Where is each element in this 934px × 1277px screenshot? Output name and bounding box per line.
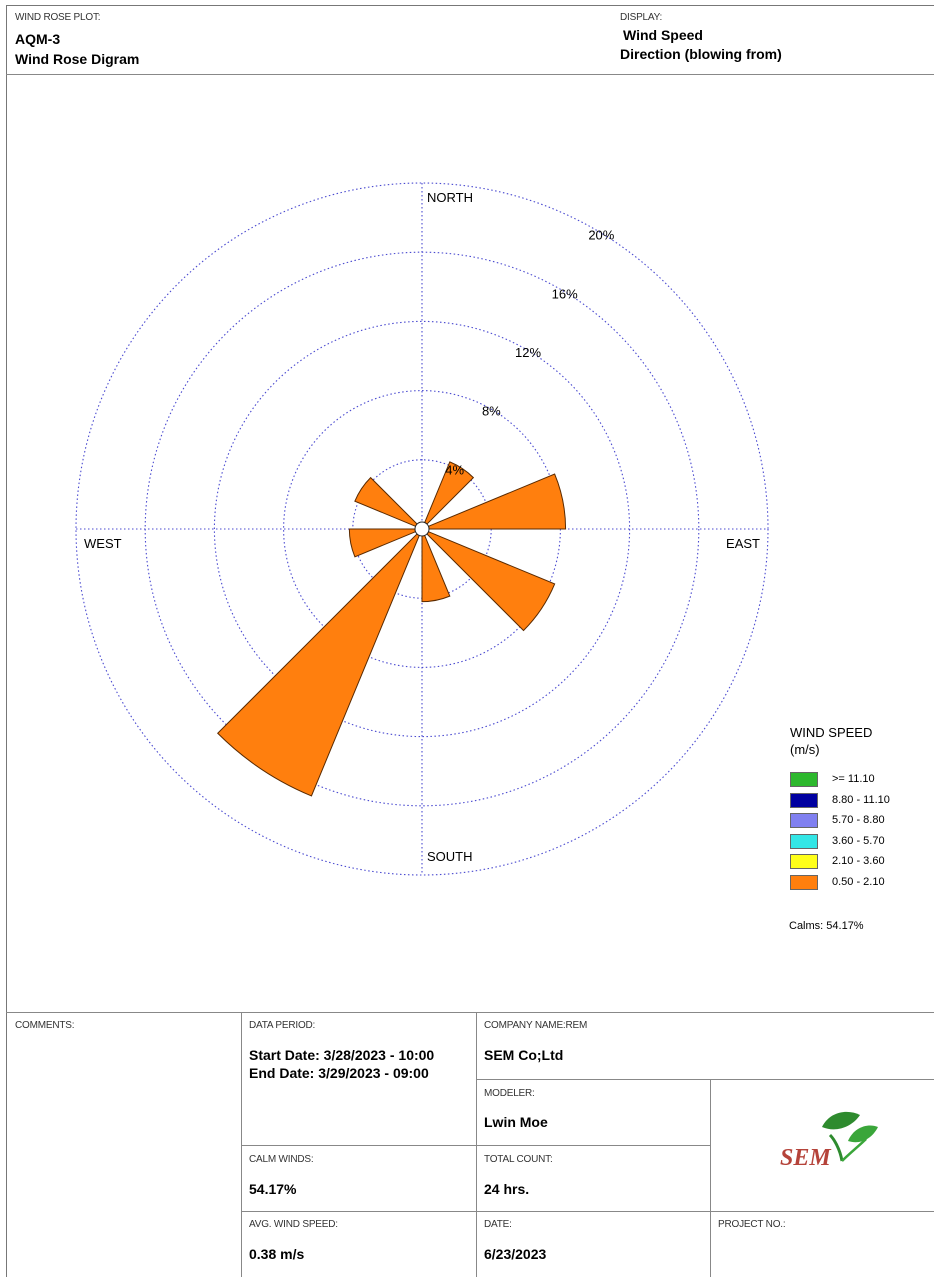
total-count-label: TOTAL COUNT: [484, 1154, 553, 1165]
footer-row-line-1 [476, 1079, 934, 1080]
legend-title: WIND SPEED [790, 725, 873, 740]
legend-swatch [790, 792, 818, 808]
data-period-label: DATA PERIOD: [249, 1020, 316, 1031]
ring-label: 12% [515, 345, 541, 360]
footer-top-line [6, 1012, 934, 1013]
legend-label: 0.50 - 2.10 [832, 875, 885, 888]
ring-label: 16% [552, 286, 578, 301]
end-date: End Date: 3/29/2023 - 09:00 [249, 1065, 429, 1081]
plot-label: WIND ROSE PLOT: [15, 12, 101, 23]
direction-label: WEST [84, 536, 122, 551]
legend-swatch [790, 854, 818, 869]
footer-col-line-1 [241, 1012, 242, 1277]
footer-col-line-3 [710, 1079, 711, 1277]
avg-wind-speed-value: 0.38 m/s [249, 1246, 305, 1262]
display-sub: Direction (blowing from) [620, 46, 782, 62]
ring-circle [213, 320, 631, 738]
date-label: DATE: [484, 1219, 512, 1230]
legend-swatch [790, 813, 818, 828]
project-no-label: PROJECT NO.: [718, 1219, 786, 1230]
legend-swatch [790, 772, 818, 787]
legend-label: 3.60 - 5.70 [832, 834, 885, 847]
modeler-value: Lwin Moe [484, 1114, 548, 1130]
company-label: COMPANY NAME:REM [484, 1020, 588, 1031]
display-value: Wind Speed [623, 27, 703, 43]
footer-col-line-2 [476, 1012, 477, 1277]
footer-row-line-3 [241, 1211, 934, 1212]
plot-title: Wind Rose Digram [15, 51, 140, 67]
legend-label: 8.80 - 11.10 [832, 793, 890, 806]
date-value: 6/23/2023 [484, 1246, 547, 1262]
ring-label: 20% [588, 228, 614, 243]
wind-petal [354, 476, 418, 527]
direction-label: SOUTH [427, 849, 473, 864]
start-date: Start Date: 3/28/2023 - 10:00 [249, 1047, 435, 1063]
legend-unit: (m/s) [790, 742, 820, 757]
avg-wind-speed-label: AVG. WIND SPEED: [249, 1219, 338, 1230]
sem-logo-text: SEM [780, 1145, 832, 1171]
legend-label: >= 11.10 [832, 773, 875, 785]
legend-swatch [790, 874, 818, 890]
modeler-label: MODELER: [484, 1088, 535, 1099]
calms-label: Calms: 54.17% [789, 920, 864, 932]
ring-label: 8% [482, 404, 501, 419]
total-count-value: 24 hrs. [484, 1181, 530, 1197]
sem-logo: SEM [780, 1111, 878, 1171]
ring-circle [75, 182, 769, 876]
calm-winds-value: 54.17% [249, 1181, 297, 1197]
page-frame [6, 5, 934, 1277]
direction-label: NORTH [427, 190, 473, 205]
header-divider [6, 74, 934, 75]
station-name: AQM-3 [15, 31, 61, 47]
legend-label: 2.10 - 3.60 [832, 855, 885, 867]
wind-petal [426, 531, 556, 632]
legend-label: 5.70 - 8.80 [832, 814, 885, 826]
company-value: SEM Co;Ltd [484, 1047, 564, 1063]
wind-petal [217, 533, 420, 797]
wind-rose-chart: 4% 8% 12% 16% 20% NORTH EAST SOUTH WEST [75, 182, 769, 876]
ring-label: 4% [445, 462, 464, 477]
calm-winds-label: CALM WINDS: [249, 1154, 314, 1165]
display-label: DISPLAY: [620, 12, 663, 23]
comments-label: COMMENTS: [15, 1020, 75, 1031]
footer-row-line-2 [241, 1145, 710, 1146]
calm-center-circle [414, 521, 430, 537]
legend-swatch [790, 833, 818, 849]
direction-label: EAST [726, 536, 760, 551]
